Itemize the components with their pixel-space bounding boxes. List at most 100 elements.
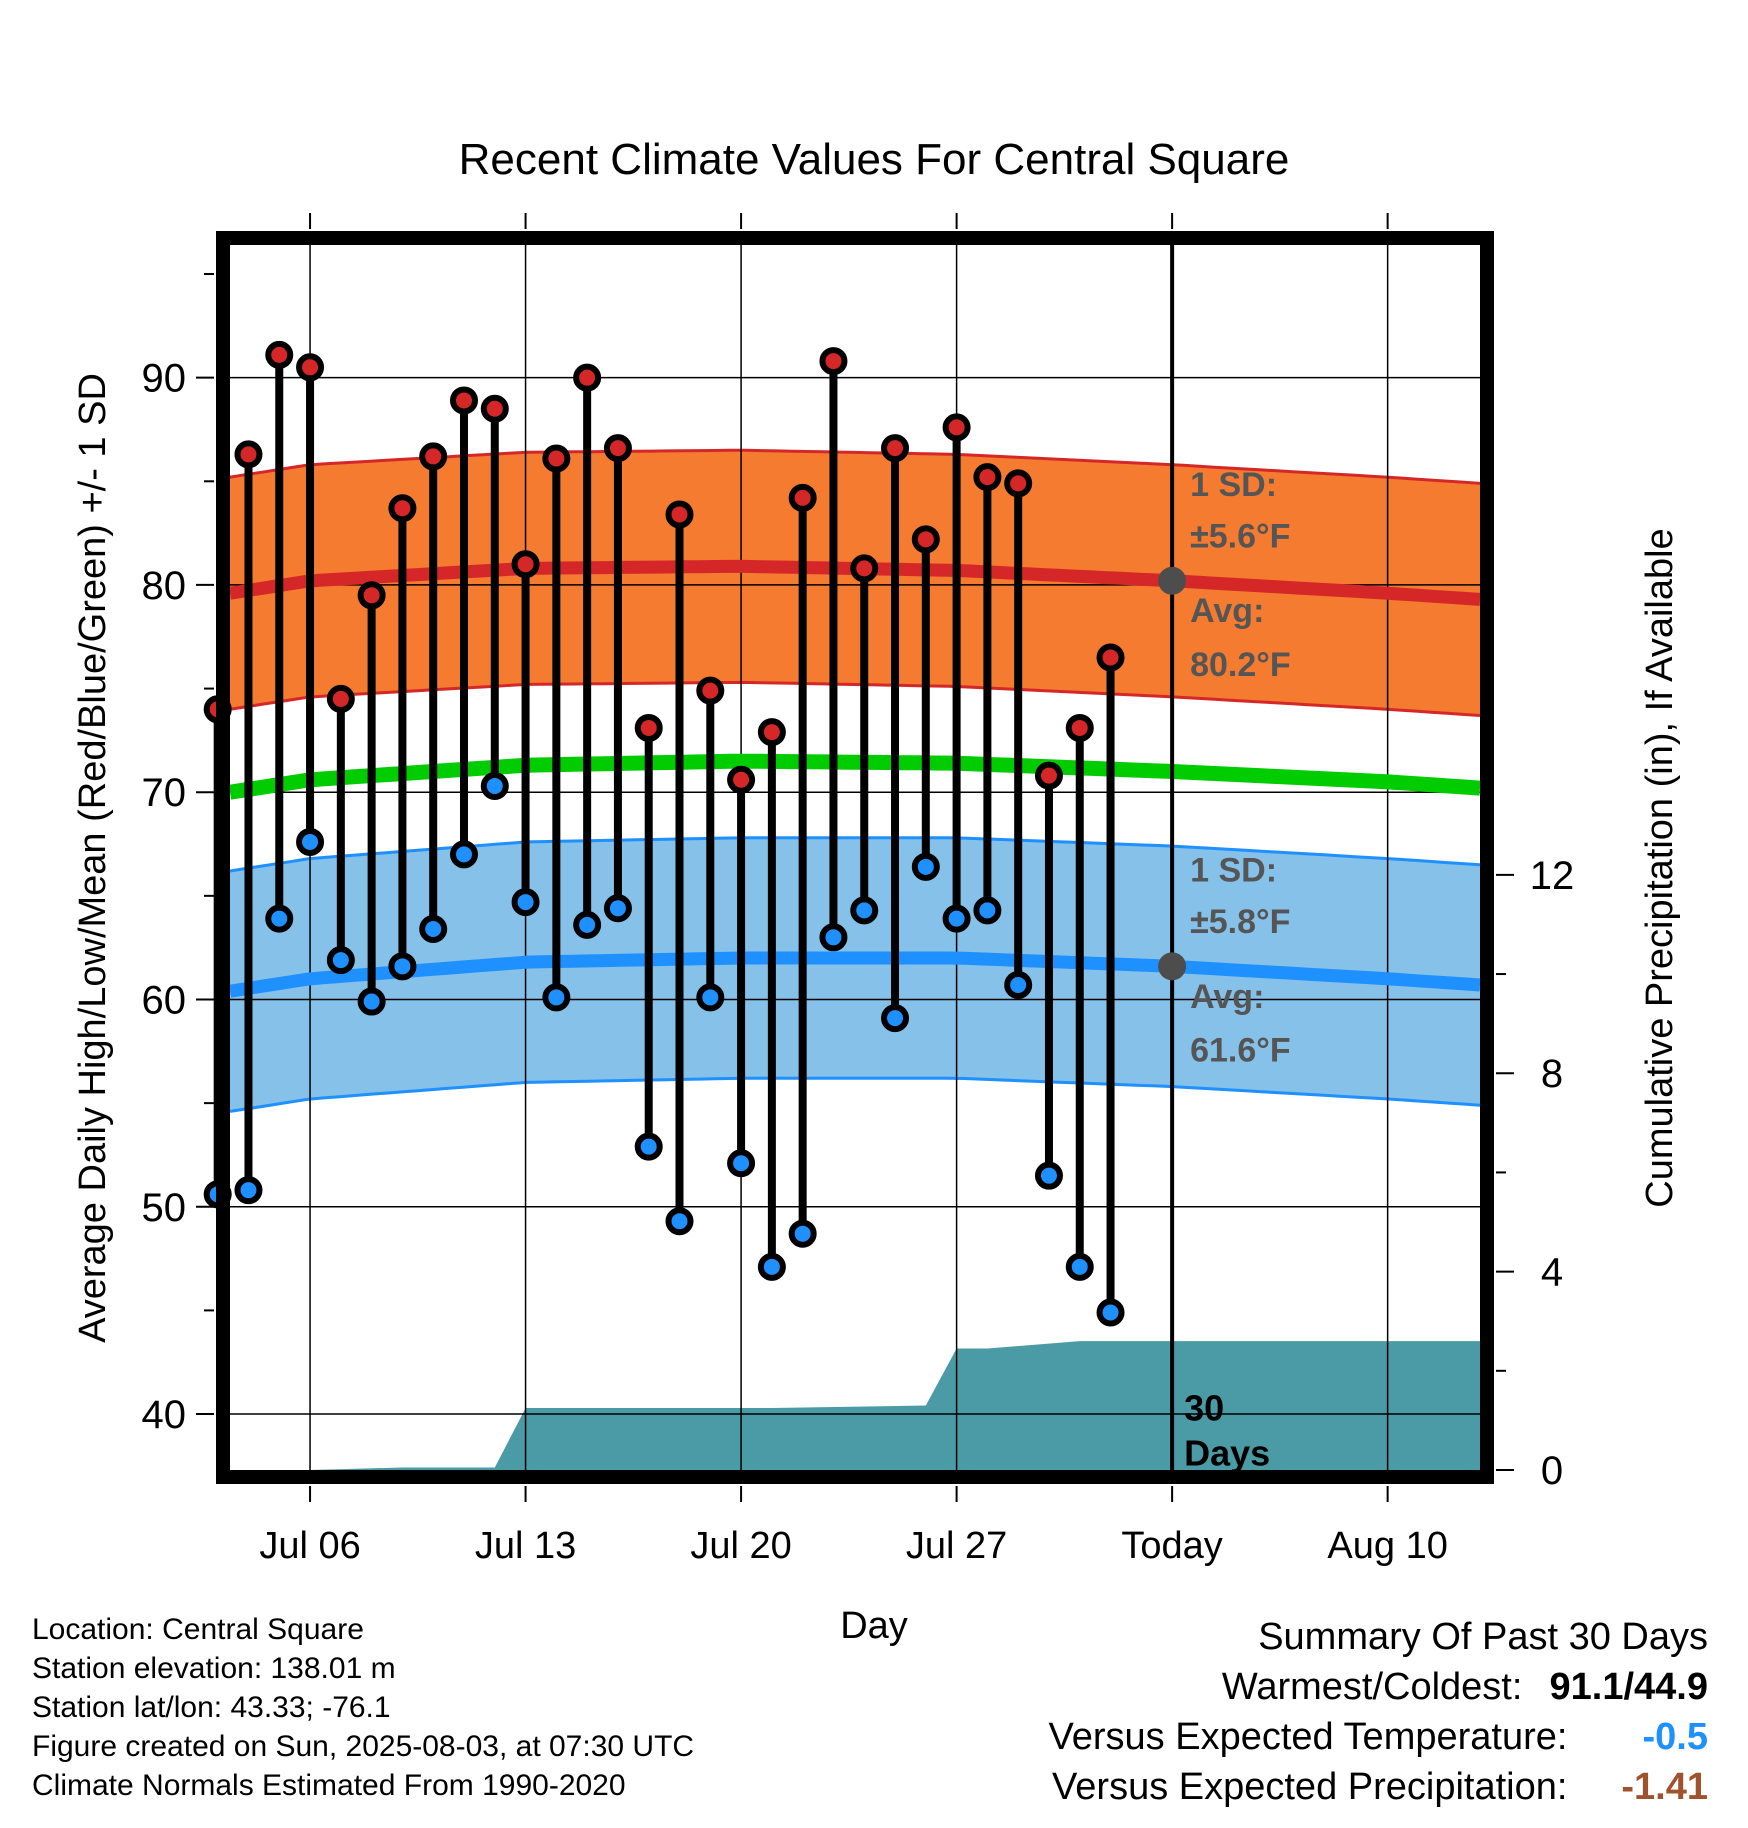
low-point — [973, 896, 1002, 925]
low-point — [881, 1004, 910, 1033]
high-point — [942, 413, 971, 442]
today-high-avg-marker — [1158, 566, 1187, 595]
low-point — [449, 840, 478, 869]
low-point — [788, 1219, 817, 1248]
summary-heading: Summary Of Past 30 Days — [1258, 1616, 1708, 1658]
low-point — [819, 923, 848, 952]
low-point — [1004, 970, 1033, 999]
low-point — [265, 904, 294, 933]
low-point — [573, 910, 602, 939]
high-point — [973, 463, 1002, 492]
high-point — [1004, 469, 1033, 498]
high-point — [265, 340, 294, 369]
plot-frame — [216, 231, 1494, 1484]
temp-label: Versus Expected Temperature: — [1048, 1716, 1568, 1758]
high-point — [234, 440, 263, 469]
summary-warmest-coldest: Warmest/Coldest: 91.1/44.9 — [1049, 1662, 1708, 1712]
y-axis-label: Average Daily High/Low/Mean (Red/Blue/Gr… — [72, 373, 114, 1343]
y2-tick-label: 12 — [1530, 854, 1575, 898]
precip-value: -1.41 — [1621, 1766, 1708, 1808]
high-point — [1034, 761, 1063, 790]
low-sd-band — [230, 837, 1480, 1112]
y2-axis-label: Cumulative Precipitation (in), If Availa… — [1639, 528, 1681, 1207]
station-info: Location: Central Square Station elevati… — [32, 1610, 694, 1805]
summary-precipitation: Versus Expected Precipitation: -1.41 — [1049, 1762, 1708, 1812]
x-tick-label: Jul 13 — [475, 1525, 576, 1567]
low-point — [1034, 1161, 1063, 1190]
y2-tick-label: 4 — [1541, 1251, 1563, 1295]
x-axis-label: Day — [840, 1605, 908, 1647]
low-point — [234, 1176, 263, 1205]
today-low-avg-marker — [1158, 952, 1187, 981]
summary-temperature: Versus Expected Temperature: -0.5 — [1049, 1712, 1708, 1762]
low-point — [388, 952, 417, 981]
high-point — [819, 347, 848, 376]
high-point — [1096, 643, 1125, 672]
plot-clipped-layer — [230, 245, 1480, 1470]
high-point — [449, 386, 478, 415]
low-sd-value: ±5.8°F — [1190, 903, 1290, 941]
low-point — [1096, 1298, 1125, 1327]
low-sd-lower-line — [230, 1076, 1480, 1113]
high-point — [542, 444, 571, 473]
x-tick-label: Aug 10 — [1327, 1525, 1447, 1567]
high-point — [757, 718, 786, 747]
info-created: Figure created on Sun, 2025-08-03, at 07… — [32, 1730, 695, 1763]
y-tick-label: 90 — [142, 357, 187, 401]
high-point — [573, 363, 602, 392]
low-normal-line — [230, 951, 1480, 998]
low-sd-upper-line — [230, 836, 1480, 873]
y-tick-label: 40 — [142, 1393, 187, 1437]
high-point — [357, 581, 386, 610]
warmest-coldest-label: Warmest/Coldest: — [1221, 1666, 1523, 1708]
y2-tick-label: 0 — [1541, 1449, 1563, 1493]
x-tick-label: Today — [1121, 1525, 1222, 1567]
high-avg-value: 80.2°F — [1190, 646, 1291, 684]
high-point — [296, 353, 325, 382]
high-point — [480, 394, 509, 423]
low-point — [603, 894, 632, 923]
y-tick-label: 70 — [142, 771, 187, 815]
low-point — [911, 852, 940, 881]
precip-area — [230, 1341, 1480, 1470]
summary-panel: Summary Of Past 30 Days Warmest/Coldest:… — [1049, 1612, 1708, 1812]
low-sd-label: 1 SD: — [1190, 851, 1277, 889]
high-point — [419, 442, 448, 471]
y-tick-label: 60 — [142, 978, 187, 1022]
low-point — [357, 987, 386, 1016]
low-point — [634, 1132, 663, 1161]
high-point — [881, 434, 910, 463]
high-point — [511, 550, 540, 579]
low-point — [665, 1207, 694, 1236]
high-point — [850, 554, 879, 583]
precip-label: Versus Expected Precipitation: — [1052, 1766, 1568, 1808]
window-label-number: 30 — [1184, 1387, 1224, 1428]
high-sd-band — [230, 450, 1480, 716]
chart-title: Recent Climate Values For Central Square — [459, 135, 1290, 184]
high-sd-value: ±5.6°F — [1190, 518, 1290, 556]
high-point — [1065, 713, 1094, 742]
high-point — [603, 434, 632, 463]
info-elevation: Station elevation: 138.01 m — [32, 1652, 396, 1685]
low-point — [480, 771, 509, 800]
high-sd-lower-line — [230, 680, 1480, 717]
high-point — [634, 713, 663, 742]
x-tick-label: Jul 27 — [906, 1525, 1007, 1567]
high-point — [911, 525, 940, 554]
low-point — [326, 946, 355, 975]
y-tick-label: 50 — [142, 1186, 187, 1230]
low-point — [296, 827, 325, 856]
high-point — [788, 483, 817, 512]
high-point — [388, 494, 417, 523]
low-point — [757, 1252, 786, 1281]
y2-tick-label: 8 — [1541, 1052, 1563, 1096]
low-point — [850, 896, 879, 925]
window-label-days: Days — [1184, 1432, 1270, 1473]
info-location: Location: Central Square — [32, 1613, 364, 1646]
low-point — [542, 983, 571, 1012]
warmest-coldest-value: 91.1/44.9 — [1549, 1666, 1708, 1708]
high-avg-label: Avg: — [1190, 592, 1264, 630]
high-sd-label: 1 SD: — [1190, 466, 1277, 504]
info-latlon: Station lat/lon: 43.33; -76.1 — [32, 1691, 391, 1724]
